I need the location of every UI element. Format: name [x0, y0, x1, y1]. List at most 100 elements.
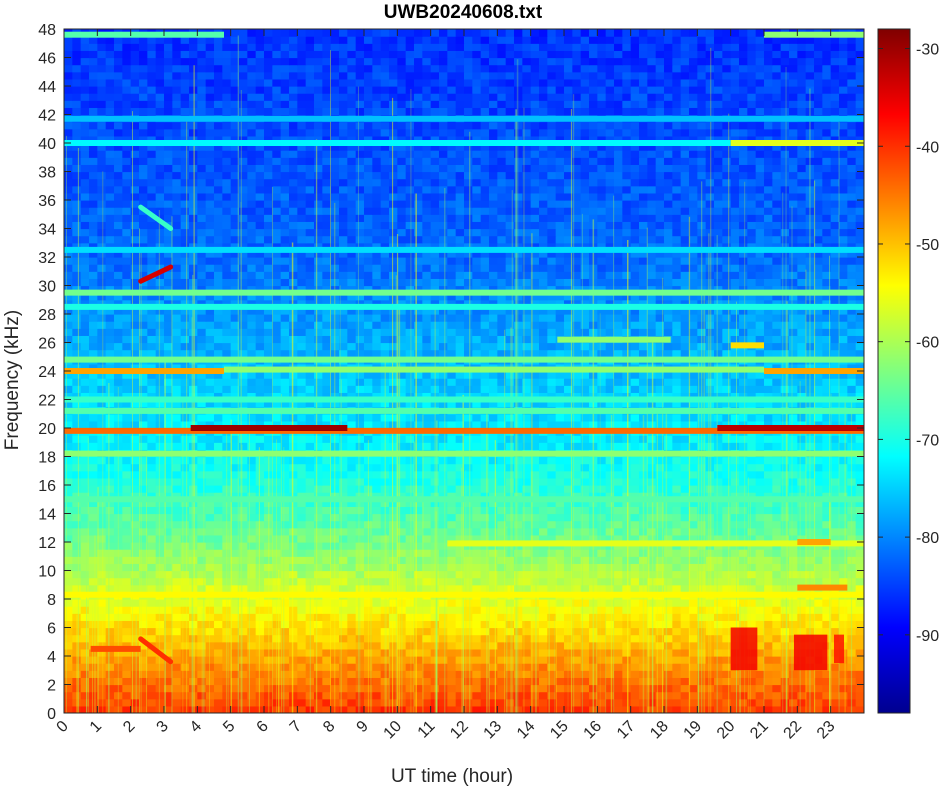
- heatmap-cell: [814, 477, 823, 486]
- heatmap-cell: [472, 620, 482, 629]
- heatmap-cell: [680, 606, 690, 614]
- heatmap-cell: [197, 435, 207, 443]
- heatmap-cell: [622, 485, 632, 493]
- heatmap-cell: [147, 542, 157, 550]
- heatmap-cell: [380, 563, 390, 572]
- heatmap-cell: [722, 584, 732, 593]
- heatmap-cell: [839, 371, 848, 379]
- heatmap-cell: [697, 399, 707, 408]
- heatmap-cell: [547, 492, 557, 500]
- heatmap-cell: [80, 527, 90, 536]
- heatmap-cell: [114, 442, 123, 450]
- heatmap-cell: [322, 627, 332, 636]
- heatmap-cell: [122, 684, 132, 693]
- heatmap-cell: [80, 399, 90, 408]
- heatmap-cell: [214, 499, 223, 507]
- heatmap-cell: [747, 670, 757, 678]
- heatmap-cell: [64, 620, 73, 629]
- heatmap-cell: [414, 534, 423, 543]
- heatmap-cell: [164, 527, 173, 536]
- heatmap-cell: [680, 477, 690, 486]
- heatmap-cell: [164, 534, 173, 543]
- heatmap-cell: [839, 677, 848, 686]
- heatmap-cell: [614, 520, 623, 529]
- heatmap-cell: [72, 499, 82, 507]
- heatmap-cell: [105, 641, 115, 650]
- heatmap-cell: [105, 656, 115, 664]
- heatmap-cell: [389, 705, 398, 713]
- heatmap-cell: [130, 670, 140, 678]
- heatmap-cell: [605, 435, 615, 443]
- heatmap-cell: [647, 670, 657, 678]
- heatmap-cell: [297, 485, 307, 493]
- heatmap-cell: [247, 670, 257, 678]
- heatmap-cell: [530, 385, 540, 393]
- heatmap-cell: [680, 534, 690, 543]
- heatmap-cell: [830, 399, 840, 408]
- heatmap-cell: [205, 385, 215, 393]
- heatmap-cell: [489, 371, 498, 379]
- heatmap-cell: [280, 420, 290, 429]
- heatmap-cell: [97, 627, 107, 636]
- heatmap-cell: [472, 549, 482, 557]
- heatmap-cell: [172, 599, 182, 607]
- heatmap-cell: [247, 442, 257, 450]
- heatmap-cell: [197, 470, 207, 479]
- heatmap-cell: [289, 613, 298, 621]
- heatmap-cell: [430, 542, 440, 550]
- heatmap-cell: [447, 399, 457, 408]
- heatmap-cell: [772, 656, 782, 664]
- heatmap-cell: [772, 442, 782, 450]
- heatmap-cell: [439, 627, 448, 636]
- heatmap-cell: [105, 542, 115, 550]
- heatmap-cell: [697, 534, 707, 543]
- heatmap-cell: [705, 556, 715, 564]
- heatmap-cell: [347, 620, 357, 629]
- heatmap-cell: [822, 691, 832, 700]
- heatmap-cell: [397, 663, 407, 671]
- heatmap-cell: [197, 705, 207, 713]
- heatmap-cell: [197, 349, 207, 358]
- heatmap-cell: [280, 549, 290, 557]
- heatmap-cell: [289, 520, 298, 529]
- heatmap-cell: [772, 627, 782, 636]
- heatmap-cell: [839, 627, 848, 636]
- heatmap-cell: [380, 520, 390, 529]
- heatmap-cell: [214, 513, 223, 522]
- heatmap-cell: [572, 420, 582, 429]
- heatmap-cell: [764, 349, 773, 358]
- heatmap-cell: [814, 577, 823, 586]
- heatmap-cell: [272, 542, 282, 550]
- heatmap-cell: [405, 641, 415, 650]
- heatmap-cell: [130, 648, 140, 657]
- heatmap-cell: [255, 684, 265, 693]
- heatmap-cell: [114, 670, 123, 678]
- heatmap-cell: [780, 499, 790, 507]
- heatmap-cell: [655, 371, 665, 379]
- heatmap-cell: [289, 634, 298, 643]
- heatmap-cell: [264, 663, 273, 671]
- heatmap-cell: [405, 584, 415, 593]
- heatmap-cell: [189, 677, 198, 686]
- heatmap-cell: [539, 563, 548, 572]
- heatmap-cell: [305, 542, 315, 550]
- heatmap-cell: [697, 349, 707, 358]
- heatmap-cell: [589, 577, 598, 586]
- heatmap-cell: [689, 513, 698, 522]
- heatmap-cell: [172, 470, 182, 479]
- heatmap-cell: [480, 656, 490, 664]
- heatmap-cell: [647, 349, 657, 358]
- heatmap-cell: [72, 549, 82, 557]
- heatmap-cell: [580, 378, 590, 386]
- heatmap-cell: [855, 527, 864, 536]
- heatmap-cell: [364, 420, 373, 429]
- heatmap-cell: [564, 342, 573, 351]
- heatmap-cell: [255, 698, 265, 707]
- heatmap-cell: [405, 563, 415, 572]
- heatmap-cell: [580, 648, 590, 657]
- heatmap-cell: [797, 613, 807, 621]
- heatmap-cell: [230, 513, 240, 522]
- heatmap-cell: [264, 513, 273, 522]
- heatmap-cell: [89, 634, 98, 643]
- heatmap-cell: [764, 563, 773, 572]
